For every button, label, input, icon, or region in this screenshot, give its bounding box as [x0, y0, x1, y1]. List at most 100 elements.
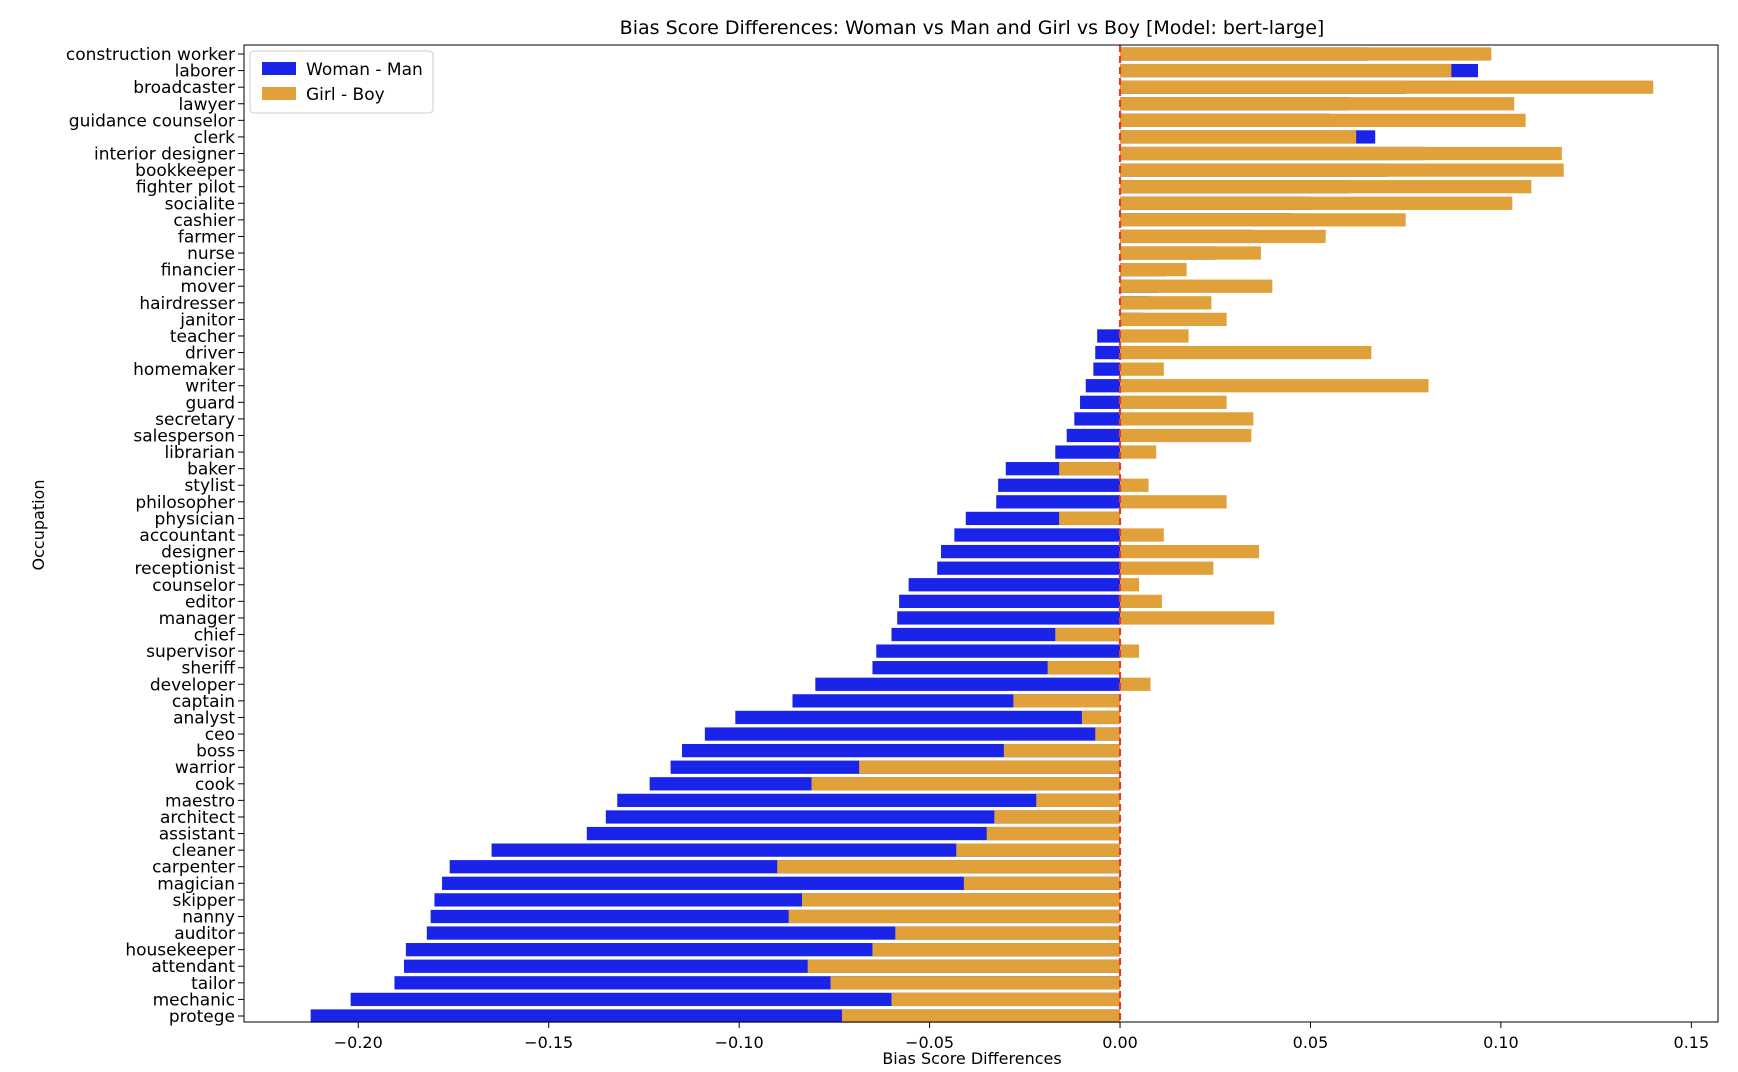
bar-woman-man-accountant [954, 528, 1121, 542]
legend-swatch-woman-man [262, 62, 296, 75]
y-tick-label: mechanic [153, 990, 235, 1010]
bar-girl-boy-attendant [807, 959, 1121, 973]
bar-girl-boy-developer [1120, 677, 1151, 691]
y-tick-label: skipper [173, 891, 235, 911]
bar-woman-man-counselor [908, 578, 1121, 592]
y-tick-label: broadcaster [133, 78, 235, 98]
bar-girl-boy-counselor [1120, 578, 1140, 592]
bar-girl-boy-bookkeeper [1120, 163, 1564, 177]
bar-girl-boy-stylist [1120, 478, 1149, 492]
bar-girl-boy-hairdresser [1120, 296, 1212, 310]
bar-woman-man-salesperson [1066, 428, 1121, 443]
y-tick-label: receptionist [135, 559, 236, 579]
bar-girl-boy-guidance-counselor [1120, 113, 1526, 127]
y-tick-label: editor [185, 592, 235, 612]
y-tick-label: manager [159, 609, 235, 629]
bar-girl-boy-skipper [801, 893, 1121, 907]
y-tick-label: philosopher [135, 493, 235, 513]
bar-girl-boy-nurse [1120, 246, 1261, 260]
bar-girl-boy-teacher [1120, 329, 1189, 343]
bar-girl-boy-cashier [1120, 213, 1406, 227]
legend-swatch-girl-boy [262, 87, 296, 100]
y-tick-label: writer [185, 377, 235, 397]
y-tick-label: nurse [187, 244, 235, 264]
y-tick-label: nanny [182, 907, 235, 927]
bar-woman-man-supervisor [876, 644, 1121, 658]
y-tick-label: analyst [173, 708, 235, 728]
y-tick-label: lawyer [178, 95, 235, 115]
y-tick-label: physician [155, 509, 235, 529]
x-tick-label: 0.05 [1293, 1033, 1329, 1052]
chart-title: Bias Score Differences: Woman vs Man and… [620, 17, 1325, 39]
y-tick-label: salesperson [133, 426, 235, 446]
x-tick-label: −0.20 [334, 1033, 383, 1052]
y-tick-label: developer [150, 675, 235, 695]
y-tick-label: financier [161, 261, 235, 281]
bar-girl-boy-housekeeper [872, 943, 1121, 957]
bar-woman-man-magician [442, 876, 1121, 890]
y-tick-label: secretary [155, 410, 235, 430]
bar-girl-boy-salesperson [1120, 428, 1252, 443]
y-axis-label: Occupation [29, 480, 48, 571]
bar-girl-boy-physician [1059, 511, 1121, 526]
bar-woman-man-philosopher [996, 495, 1121, 509]
bar-girl-boy-carpenter [777, 860, 1121, 874]
y-tick-label: boss [196, 742, 235, 762]
bar-girl-boy-financier [1120, 262, 1187, 277]
bar-girl-boy-protege [841, 1009, 1121, 1023]
bar-girl-boy-architect [994, 810, 1121, 824]
y-tick-label: janitor [179, 310, 235, 330]
y-tick-label: cashier [173, 211, 235, 231]
y-tick-label: homemaker [133, 360, 235, 380]
y-tick-label: mover [181, 277, 235, 297]
y-tick-label: assistant [159, 825, 236, 845]
bar-girl-boy-accountant [1120, 528, 1164, 542]
y-tick-label: maestro [165, 791, 235, 811]
bar-girl-boy-designer [1120, 544, 1260, 559]
bar-girl-boy-supervisor [1120, 644, 1140, 658]
y-tick-label: ceo [205, 725, 235, 745]
bar-girl-boy-boss [1003, 743, 1121, 758]
x-tick-label: 0.15 [1674, 1033, 1710, 1052]
y-tick-label: auditor [174, 924, 235, 944]
bar-woman-man-editor [899, 594, 1121, 608]
bar-woman-man-manager [897, 611, 1121, 625]
bar-girl-boy-mover [1120, 279, 1273, 293]
y-tick-label: clerk [194, 128, 236, 148]
bar-girl-boy-philosopher [1120, 495, 1227, 509]
bar-girl-boy-magician [963, 876, 1121, 890]
y-tick-label: driver [185, 344, 235, 364]
bar-girl-boy-tailor [830, 976, 1121, 990]
y-tick-label: guidance counselor [69, 111, 235, 131]
bar-girl-boy-manager [1120, 611, 1275, 625]
bar-woman-man-guard [1080, 395, 1121, 409]
bar-girl-boy-farmer [1120, 229, 1326, 244]
y-tick-label: librarian [164, 443, 235, 463]
bar-woman-man-writer [1085, 379, 1121, 393]
y-tick-label: baker [187, 460, 235, 480]
legend-label-girl-boy: Girl - Boy [306, 85, 385, 105]
y-tick-label: protege [169, 1007, 235, 1027]
bar-girl-boy-lawyer [1120, 97, 1515, 111]
y-tick-label: guard [186, 393, 235, 413]
bar-girl-boy-nanny [788, 909, 1121, 924]
bar-woman-man-maestro [617, 793, 1121, 808]
bar-girl-boy-janitor [1120, 312, 1227, 327]
y-tick-label: teacher [170, 327, 235, 347]
y-tick-label: construction worker [66, 45, 235, 65]
bar-woman-man-stylist [998, 478, 1121, 492]
bar-girl-boy-sheriff [1047, 661, 1121, 675]
bar-girl-boy-secretary [1120, 412, 1254, 426]
series-woman-man-bars [310, 47, 1479, 1023]
y-tick-label: farmer [178, 227, 235, 247]
x-tick-label: −0.15 [524, 1033, 573, 1052]
bar-girl-boy-warrior [859, 760, 1121, 774]
x-tick-label: −0.05 [905, 1033, 954, 1052]
bar-girl-boy-laborer [1120, 63, 1452, 78]
y-tick-label: bookkeeper [135, 161, 235, 181]
bar-woman-man-driver [1095, 345, 1121, 360]
y-tick-label: hairdresser [139, 294, 235, 314]
y-tick-label: magician [157, 874, 235, 894]
bar-girl-boy-assistant [986, 826, 1121, 841]
